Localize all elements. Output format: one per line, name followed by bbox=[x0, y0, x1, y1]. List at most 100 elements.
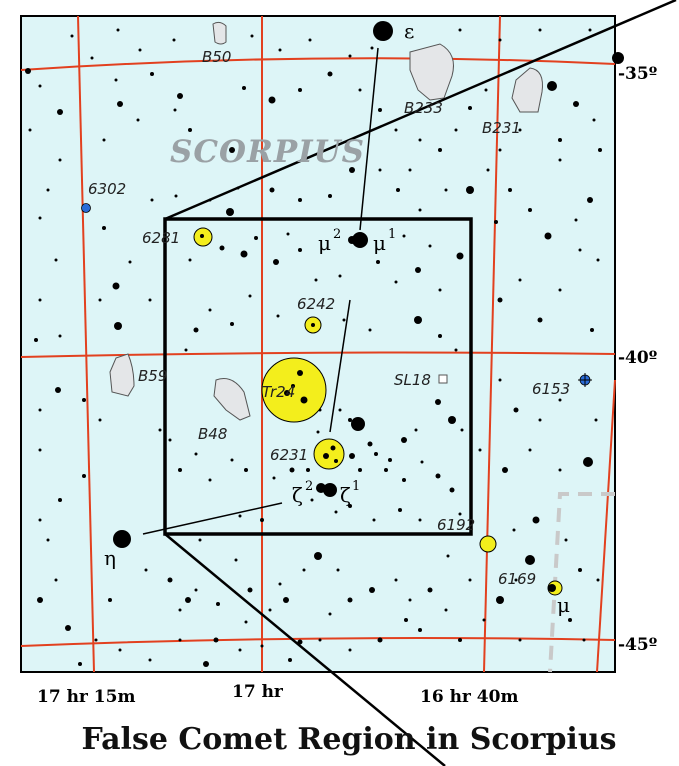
label-6302: 6302 bbox=[88, 180, 126, 198]
field-star bbox=[537, 317, 543, 323]
field-star bbox=[82, 398, 86, 402]
label-b233: B233 bbox=[404, 99, 443, 117]
field-star bbox=[178, 638, 182, 642]
field-star bbox=[414, 428, 418, 432]
field-star bbox=[358, 88, 362, 92]
label-eta: η bbox=[104, 546, 116, 570]
field-star bbox=[328, 612, 332, 616]
field-star bbox=[278, 48, 282, 52]
field-star bbox=[114, 322, 122, 330]
field-star bbox=[568, 618, 572, 622]
star-zeta2 bbox=[316, 483, 326, 493]
field-star bbox=[358, 468, 362, 472]
field-star bbox=[234, 558, 238, 562]
dec-tick-35 bbox=[612, 52, 624, 64]
field-star bbox=[102, 226, 106, 230]
label-6281: 6281 bbox=[142, 229, 180, 247]
dec-line-40 bbox=[20, 351, 616, 358]
star-zeta1 bbox=[323, 483, 337, 497]
field-star bbox=[308, 38, 312, 42]
field-star bbox=[298, 248, 302, 252]
ra-label-1640: 16 hr 40m bbox=[420, 687, 518, 707]
field-star bbox=[58, 498, 62, 502]
field-star bbox=[466, 186, 474, 194]
star-6281 bbox=[200, 234, 204, 238]
field-star bbox=[415, 267, 421, 273]
field-star bbox=[376, 260, 380, 264]
field-star bbox=[38, 84, 42, 88]
field-star bbox=[242, 86, 246, 90]
field-star bbox=[168, 438, 172, 442]
dark-nebulae bbox=[109, 21, 543, 421]
field-star bbox=[367, 441, 373, 447]
field-star bbox=[273, 259, 279, 265]
field-star bbox=[98, 418, 102, 422]
pointer-eta bbox=[142, 502, 283, 535]
ra-label-1700: 17 hr bbox=[232, 682, 284, 702]
star-mu2 bbox=[348, 236, 356, 244]
field-star bbox=[438, 334, 442, 338]
field-star bbox=[184, 348, 188, 352]
field-star bbox=[427, 587, 433, 593]
field-star bbox=[558, 288, 562, 292]
field-star bbox=[38, 518, 42, 522]
field-star bbox=[398, 508, 402, 512]
field-star bbox=[283, 597, 289, 603]
field-star bbox=[348, 418, 352, 422]
field-star bbox=[188, 128, 192, 132]
field-star bbox=[268, 96, 276, 104]
field-star bbox=[578, 248, 582, 252]
field-star bbox=[587, 197, 593, 203]
field-star bbox=[177, 93, 183, 99]
field-star bbox=[230, 322, 234, 326]
field-star bbox=[198, 158, 202, 162]
field-star bbox=[592, 118, 596, 122]
field-star bbox=[70, 34, 74, 38]
field-star bbox=[98, 298, 102, 302]
field-star bbox=[310, 498, 314, 502]
field-star bbox=[25, 68, 31, 74]
field-star bbox=[238, 648, 242, 652]
globular-6153 bbox=[578, 373, 592, 387]
field-star bbox=[538, 28, 542, 32]
label-6169: 6169 bbox=[498, 570, 536, 588]
field-star bbox=[538, 418, 542, 422]
pointer-lines bbox=[142, 47, 379, 535]
field-star bbox=[338, 408, 342, 412]
field-star bbox=[172, 38, 176, 42]
field-star bbox=[116, 28, 120, 32]
star-tr24-c bbox=[300, 396, 308, 404]
field-star bbox=[348, 648, 352, 652]
field-star bbox=[46, 188, 50, 192]
field-star bbox=[37, 597, 43, 603]
field-star bbox=[438, 288, 442, 292]
field-star bbox=[240, 250, 248, 258]
field-star bbox=[384, 468, 388, 472]
field-star bbox=[244, 620, 248, 624]
field-star bbox=[377, 637, 383, 643]
cluster-tr24 bbox=[261, 357, 327, 423]
field-star bbox=[167, 577, 173, 583]
field-star bbox=[298, 88, 302, 92]
field-star bbox=[396, 188, 400, 192]
field-star bbox=[574, 218, 578, 222]
field-star bbox=[518, 638, 522, 642]
field-star bbox=[582, 638, 586, 642]
field-star bbox=[278, 582, 282, 586]
label-zeta2: ζ bbox=[292, 483, 303, 507]
field-star bbox=[444, 188, 448, 192]
field-star bbox=[250, 34, 254, 38]
field-star bbox=[238, 514, 242, 518]
field-star bbox=[173, 108, 177, 112]
field-star bbox=[484, 88, 488, 92]
field-stars bbox=[25, 28, 602, 667]
star-6231-b bbox=[330, 445, 336, 451]
dec-label-35: -35º bbox=[618, 64, 657, 84]
field-star bbox=[38, 298, 42, 302]
field-star bbox=[193, 327, 199, 333]
label-6192: 6192 bbox=[437, 516, 475, 534]
field-star bbox=[435, 473, 441, 479]
field-star bbox=[226, 208, 234, 216]
field-star bbox=[203, 661, 209, 667]
field-star bbox=[497, 297, 503, 303]
